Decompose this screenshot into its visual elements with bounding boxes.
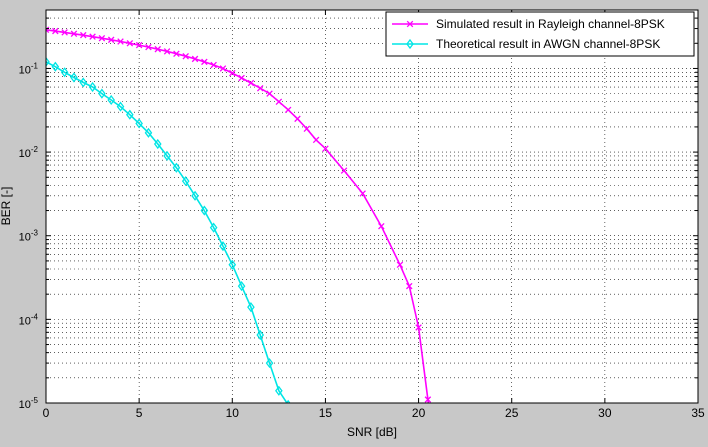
data-point [340, 167, 348, 174]
x-tick-label: 15 [319, 406, 333, 420]
y-tick-label: 10-3 [19, 229, 39, 244]
data-point [51, 61, 60, 72]
data-point [88, 81, 97, 93]
data-point [219, 241, 227, 252]
data-point [89, 33, 96, 40]
data-point [52, 27, 59, 35]
data-point [265, 358, 274, 369]
data-point [191, 55, 199, 63]
x-tick-label: 10 [226, 406, 240, 420]
series-1 [46, 26, 432, 403]
data-point [70, 30, 78, 38]
data-point [163, 48, 171, 55]
data-point [424, 396, 432, 403]
data-point [405, 282, 413, 290]
data-point [181, 176, 190, 187]
data-point [228, 259, 237, 270]
y-tick-label: 10-1 [19, 61, 39, 76]
series-layer [46, 26, 432, 403]
data-point [396, 261, 404, 268]
legend[interactable]: Simulated result in Rayleigh channel-8PS… [385, 11, 695, 57]
legend-marker [406, 20, 414, 28]
x-tick-label: 20 [412, 406, 426, 420]
data-point [415, 324, 422, 331]
data-point [79, 31, 87, 39]
data-point [247, 302, 255, 313]
data-point [275, 385, 283, 396]
data-point [303, 125, 311, 133]
data-point [135, 41, 143, 49]
data-point [359, 190, 366, 197]
x-tick-labels: 0 5 10 15 20 25 30 35 [43, 10, 705, 420]
series-line [46, 61, 288, 403]
data-point [98, 88, 106, 99]
data-point [378, 222, 385, 230]
x-axis-label: SNR [dB] [347, 425, 397, 439]
grid [46, 9, 698, 403]
data-point [191, 190, 199, 201]
data-point [70, 72, 78, 83]
y-axis-label: BER [-] [0, 187, 13, 226]
x-tick-label: 0 [43, 406, 50, 420]
data-point [182, 52, 189, 60]
data-point [154, 45, 162, 53]
legend-label: Theoretical result in AWGN channel-8PSK [436, 37, 660, 51]
x-tick-label: 5 [136, 406, 143, 420]
y-tick-label: 10-4 [19, 312, 39, 327]
data-point [256, 84, 264, 92]
data-point [144, 127, 153, 138]
plot-area [46, 10, 698, 403]
data-point [247, 79, 255, 87]
data-point [256, 329, 265, 341]
data-point [237, 280, 246, 292]
data-point [266, 90, 273, 97]
x-tick-label: 30 [598, 406, 612, 420]
data-point [201, 58, 208, 66]
data-point [116, 101, 125, 112]
data-point [294, 115, 301, 123]
x-tick-label: 35 [691, 406, 705, 420]
data-point [46, 26, 50, 34]
legend-box [385, 11, 695, 57]
data-point [172, 162, 181, 173]
legend-marker [406, 38, 414, 50]
data-point [126, 109, 134, 120]
data-point [210, 61, 217, 69]
data-point [61, 29, 68, 36]
data-point [145, 43, 152, 51]
data-point [117, 38, 124, 45]
data-point [135, 118, 143, 129]
y-tick-labels: 10-5 10-4 10-3 10-2 10-1 [19, 9, 698, 411]
data-point [98, 34, 106, 42]
data-point [209, 222, 218, 233]
data-point [126, 40, 134, 47]
data-point [107, 36, 115, 44]
data-point [60, 67, 69, 78]
series-2 [46, 56, 291, 403]
data-point [163, 150, 171, 162]
data-point [46, 56, 50, 67]
data-point [79, 77, 88, 88]
data-point [229, 69, 236, 77]
data-point [275, 98, 283, 105]
plot-frame [45, 9, 699, 404]
data-point [312, 136, 320, 144]
data-point [173, 50, 180, 57]
data-point [219, 65, 227, 72]
data-point [107, 94, 116, 106]
data-point [200, 205, 209, 216]
legend-label: Simulated result in Rayleigh channel-8PS… [436, 17, 665, 31]
data-point [322, 145, 329, 152]
data-point [238, 74, 245, 82]
x-tick-label: 25 [505, 406, 519, 420]
y-tick-label: 10-5 [19, 396, 39, 411]
y-tick-label: 10-2 [19, 145, 39, 160]
data-point [153, 138, 162, 150]
data-point [284, 106, 292, 114]
